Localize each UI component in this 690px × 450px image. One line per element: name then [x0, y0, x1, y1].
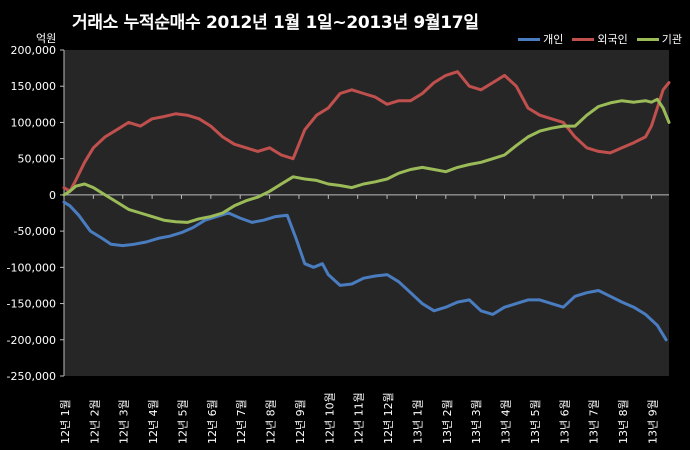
x-tick-label: 13년 6월: [558, 399, 571, 444]
x-tick-label: 13년 5월: [529, 399, 542, 444]
series-line-1: [62, 70, 671, 193]
x-tick-label: 12년 9월: [294, 399, 307, 444]
x-tick-label: 12년 5월: [176, 399, 189, 444]
x-tick-label: 12년 7월: [235, 399, 248, 444]
y-tick-label: 0: [49, 189, 56, 202]
x-tick-label: 13년 9월: [646, 399, 659, 444]
x-axis: 12년 1월 12년 2월 12년 3월 12년 4월 12년 5월 12년 6월 12년 …: [59, 194, 669, 444]
x-tick-label: 12년 10월: [323, 392, 336, 444]
legend-item-individual: 개인: [518, 31, 563, 47]
legend-label-institution: 기관: [661, 33, 682, 46]
chart-title: 거래소 누적순매수 2012년 1월 1일~2013년 9월17일: [72, 13, 479, 33]
x-tick-label: 13년 3월: [470, 399, 483, 444]
y-tick-label: -200,000: [7, 334, 56, 347]
y-tick-label: 150,000: [11, 80, 57, 93]
x-tick-label: 12년 6월: [206, 399, 219, 444]
legend-swatch-foreign: [572, 37, 595, 41]
y-tick-label: 200,000: [11, 44, 57, 57]
x-tick-label: 12년 1월: [59, 399, 72, 444]
x-tick-label: 13년 8월: [617, 399, 630, 444]
legend-label-foreign: 외국인: [597, 33, 628, 46]
y-unit-label: 억원: [36, 32, 57, 45]
x-tick-label: 13년 1월: [411, 399, 424, 444]
legend-item-foreign: 외국인: [572, 31, 628, 47]
y-tick-label: 100,000: [11, 116, 57, 129]
y-tick-label: -50,000: [14, 225, 56, 238]
y-tick-label: -100,000: [7, 261, 56, 274]
plot-area: [64, 50, 669, 376]
series-lines: [62, 70, 671, 342]
legend-label-individual: 개인: [543, 33, 564, 46]
x-tick-label: 12년 8월: [265, 399, 278, 444]
x-tick-label: 12년 2월: [88, 399, 101, 444]
x-tick-label: 12년 11월: [353, 392, 366, 444]
y-tick-label: -150,000: [7, 298, 56, 311]
x-tick-label: 12년 12월: [382, 392, 395, 444]
y-axis: 200,000 150,000 100,000 50,000 0 -50,000 -100,…: [7, 44, 65, 383]
y-tick-label: -250,000: [7, 370, 56, 383]
legend-swatch-individual: [518, 37, 541, 41]
legend-item-institution: 기관: [636, 31, 682, 47]
x-tick-label: 13년 2월: [441, 399, 454, 444]
x-tick-label: 12년 4월: [147, 399, 160, 444]
y-tick-label: 50,000: [18, 153, 57, 166]
x-tick-label: 13년 4월: [500, 399, 513, 444]
x-tick-label: 13년 7월: [588, 399, 601, 444]
legend-swatch-institution: [636, 37, 659, 41]
x-tick-label: 12년 3월: [118, 399, 131, 444]
legend: 개인 외국인 기관: [518, 31, 682, 47]
series-line-0: [62, 200, 668, 342]
series-line-2: [62, 97, 671, 224]
